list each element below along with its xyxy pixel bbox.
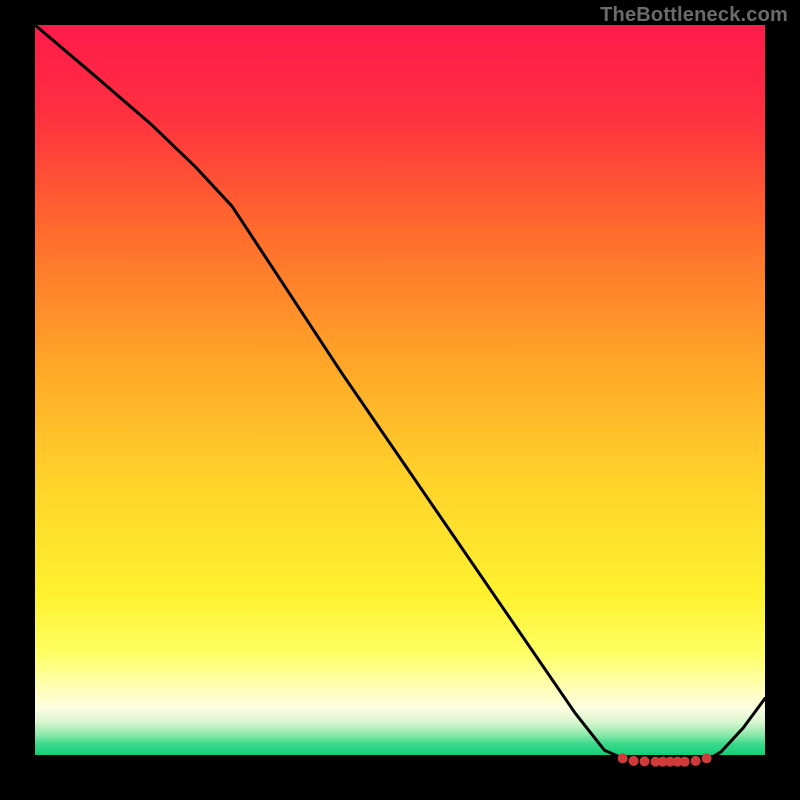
optimal-marker <box>702 753 712 763</box>
bottleneck-curve <box>35 25 765 762</box>
chart-frame: TheBottleneck.com <box>0 0 800 800</box>
optimal-marker <box>618 753 628 763</box>
optimal-marker <box>640 756 650 766</box>
plot-area <box>35 25 765 765</box>
curve-layer <box>35 25 765 765</box>
watermark-text: TheBottleneck.com <box>600 4 788 27</box>
optimal-marker <box>680 757 690 767</box>
optimal-range-markers <box>618 753 712 766</box>
optimal-marker <box>691 756 701 766</box>
optimal-marker <box>629 756 639 766</box>
